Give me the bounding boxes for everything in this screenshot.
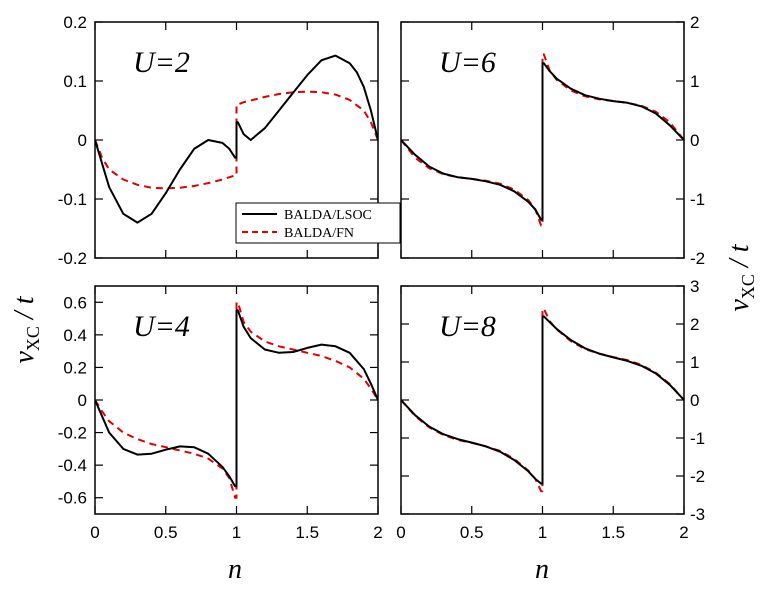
panel-label-U6: U=6 (439, 46, 496, 79)
ytick-label-U8-2: -1 (690, 429, 705, 448)
legend-label-lsoc: BALDA/LSOC (284, 208, 372, 223)
ytick-label-U4-1: -0.4 (58, 456, 87, 475)
series-lsoc-U6 (401, 62, 684, 221)
y-axis-label-left-sub: XC (23, 326, 43, 351)
x-axis-label-right: n (535, 554, 549, 585)
xtick-label-U8-4: 2 (679, 523, 688, 542)
y-axis-label-right-sub: XC (738, 274, 758, 299)
ytick-label-U6-2: 0 (690, 131, 699, 150)
panels-layer: -0.2 -0.1 0 0.1 0.2 U=2 -2 -1 0 1 2 U=6 -0.6 -0.4 -0.2… (58, 13, 705, 542)
ytick-label-U8-3: 0 (690, 391, 699, 410)
ytick-label-U8-0: -3 (690, 505, 705, 524)
ytick-label-U4-2: -0.2 (58, 424, 87, 443)
panel-label-U4: U=4 (133, 310, 190, 343)
legend-box (235, 202, 401, 244)
ytick-label-U4-0: -0.6 (58, 489, 87, 508)
y-axis-label-left: vXC / t (9, 295, 43, 363)
xtick-label-U4-0: 0 (90, 523, 99, 542)
series-fn-U2 (95, 90, 378, 190)
panel-U2: -0.2 -0.1 0 0.1 0.2 U=2 (58, 13, 379, 268)
y-axis-label-left-rest: / t (9, 295, 40, 326)
ytick-label-U8-1: -2 (690, 467, 705, 486)
panel-U4: -0.6 -0.4 -0.2 0 0.2 0.4 0.6 0 0.5 1 1.5 2 U=4 (58, 285, 383, 542)
xtick-label-U8-1: 0.5 (460, 523, 484, 542)
xtick-label-U4-2: 1 (232, 523, 241, 542)
ytick-label-U2-2: 0 (78, 131, 87, 150)
ytick-label-U2-3: 0.1 (63, 72, 87, 91)
y-axis-label-left-main: v (9, 351, 40, 364)
ytick-label-U6-0: -2 (690, 249, 705, 268)
x-axis-label-left: n (228, 554, 242, 585)
xtick-label-U8-0: 0 (396, 523, 405, 542)
xtick-label-U8-2: 1 (538, 523, 547, 542)
panel-label-U8: U=8 (439, 310, 496, 343)
ytick-label-U6-3: 1 (690, 72, 699, 91)
y-axis-label-right-main: v (724, 299, 755, 312)
ytick-label-U4-6: 0.6 (63, 293, 87, 312)
ytick-label-U2-0: -0.2 (58, 249, 87, 268)
panel-U8: -3 -2 -1 0 1 2 3 0 0.5 1 1.5 2 U=8 (396, 277, 705, 542)
ytick-label-U8-5: 2 (690, 315, 699, 334)
series-lsoc-U8 (401, 315, 684, 485)
y-axis-label-right: vXC / t (724, 243, 758, 311)
y-axis-label-right-rest: / t (724, 243, 755, 274)
ytick-label-U2-4: 0.2 (63, 13, 87, 32)
xtick-label-U4-4: 2 (373, 523, 382, 542)
ytick-label-U4-5: 0.4 (63, 326, 87, 345)
ytick-label-U2-1: -0.1 (58, 190, 87, 209)
xtick-label-U4-3: 1.5 (295, 523, 319, 542)
ytick-label-U8-4: 1 (690, 353, 699, 372)
legend: BALDA/LSOC BALDA/FN (235, 202, 401, 244)
series-lsoc-U4 (95, 309, 378, 488)
xtick-label-U8-3: 1.5 (601, 523, 625, 542)
panel-label-U2: U=2 (133, 46, 190, 79)
legend-label-fn: BALDA/FN (284, 226, 354, 241)
panel-U6: -2 -1 0 1 2 U=6 (400, 13, 705, 268)
xtick-label-U4-1: 0.5 (154, 523, 178, 542)
ytick-label-U4-4: 0.2 (63, 358, 87, 377)
ytick-label-U6-4: 2 (690, 13, 699, 32)
ytick-label-U8-6: 3 (690, 277, 699, 296)
ytick-label-U4-3: 0 (78, 391, 87, 410)
ytick-label-U6-1: -1 (690, 190, 705, 209)
series-lsoc-U2 (95, 54, 378, 224)
